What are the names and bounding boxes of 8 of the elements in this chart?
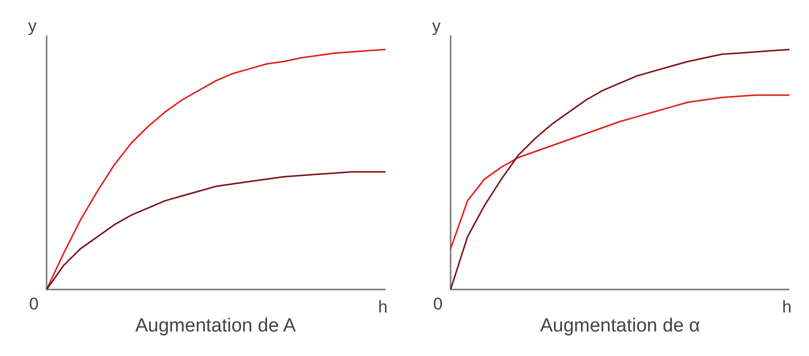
- x-axis-title: Augmentation de A: [135, 316, 296, 337]
- x-axis-title: Augmentation de α: [540, 316, 700, 337]
- text: 0: [29, 294, 39, 314]
- text: 0: [433, 294, 443, 314]
- y-axis-title: y: [28, 16, 38, 36]
- text: h: [782, 298, 792, 317]
- y-axis-title: y: [432, 16, 442, 36]
- text: h: [378, 298, 388, 317]
